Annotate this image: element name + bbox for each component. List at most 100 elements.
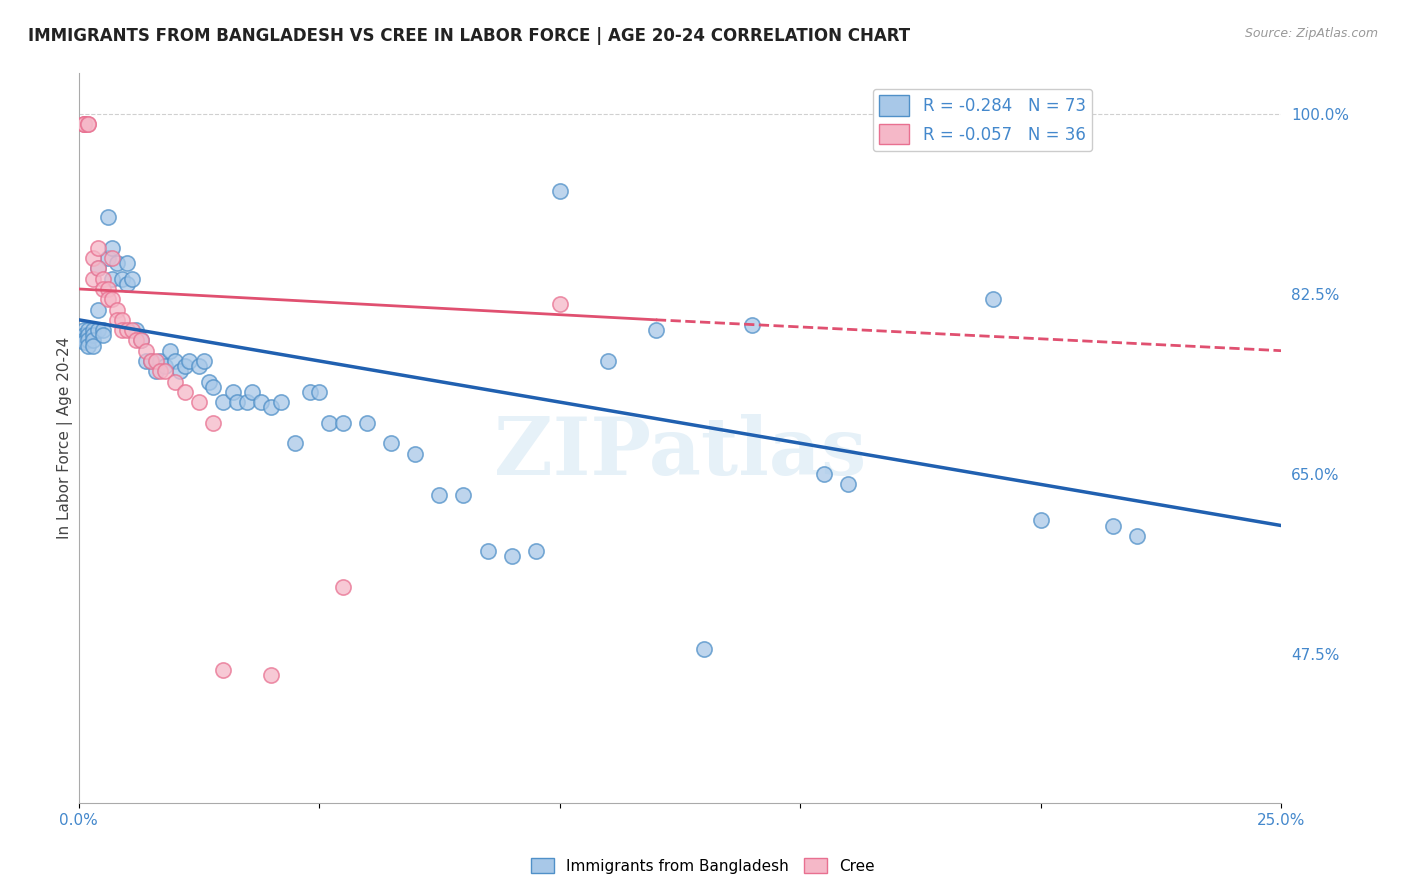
Point [115,256,138,270]
Point [260,667,283,681]
Point [101,251,124,265]
Point [163,375,186,389]
Point [72,117,94,131]
Point [97,282,120,296]
Point [105,313,128,327]
Point [202,379,225,393]
Point [91,282,114,296]
Point [87,323,110,337]
Legend: R = -0.284   N = 73, R = -0.057   N = 36: R = -0.284 N = 73, R = -0.057 N = 36 [873,88,1092,151]
Point [298,384,321,399]
Point [250,395,273,409]
Point [72,328,94,343]
Point [813,467,835,481]
Point [139,354,162,368]
Point [188,395,211,409]
Text: IMMIGRANTS FROM BANGLADESH VS CREE IN LABOR FORCE | AGE 20-24 CORRELATION CHART: IMMIGRANTS FROM BANGLADESH VS CREE IN LA… [28,27,910,45]
Point [236,395,259,409]
Point [87,261,110,276]
Point [121,271,143,285]
Point [197,375,219,389]
Point [97,251,120,265]
Point [741,318,763,332]
Point [981,292,1004,306]
Point [72,335,94,350]
Point [125,323,148,337]
Point [101,292,124,306]
Point [169,364,191,378]
Point [77,334,100,348]
Point [226,395,249,409]
Text: Source: ZipAtlas.com: Source: ZipAtlas.com [1244,27,1378,40]
Point [129,334,152,348]
Point [179,354,201,368]
Point [145,364,167,378]
Point [270,395,292,409]
Point [524,544,547,558]
Point [318,416,340,430]
Point [105,302,128,317]
Point [308,384,330,399]
Point [1101,518,1123,533]
Point [115,323,138,337]
Point [111,271,134,285]
Point [82,251,104,265]
Point [115,277,138,291]
Point [77,117,100,131]
Point [91,323,114,337]
Point [404,446,426,460]
Point [188,359,211,373]
Point [548,297,571,311]
Point [135,343,157,358]
Point [193,354,215,368]
Point [1029,513,1052,527]
Legend: Immigrants from Bangladesh, Cree: Immigrants from Bangladesh, Cree [524,852,882,880]
Point [82,334,104,348]
Point [380,436,402,450]
Point [596,354,619,368]
Point [121,323,143,337]
Point [284,436,307,450]
Point [202,416,225,430]
Point [82,323,104,337]
Point [72,323,94,337]
Point [129,334,152,348]
Point [91,328,114,343]
Point [356,416,378,430]
Point [149,364,172,378]
Point [97,210,120,224]
Point [332,416,354,430]
Point [453,488,475,502]
Point [87,302,110,317]
Point [240,384,263,399]
Point [101,271,124,285]
Point [221,384,243,399]
Point [163,354,186,368]
Point [87,261,110,276]
Point [77,117,100,131]
Point [693,642,716,657]
Point [87,241,110,255]
Point [1126,529,1149,543]
Point [145,354,167,368]
Point [159,343,181,358]
Point [548,184,571,198]
Point [91,271,114,285]
Point [77,323,100,337]
Point [260,401,283,415]
Point [77,338,100,352]
Point [212,395,235,409]
Point [155,359,177,373]
Point [212,663,235,677]
Point [149,354,172,368]
Point [135,354,157,368]
Point [173,384,195,399]
Point [111,323,134,337]
Point [644,323,666,337]
Point [111,313,134,327]
Point [139,354,162,368]
Point [477,544,499,558]
Point [72,334,94,348]
Point [101,241,124,255]
Point [837,477,859,491]
